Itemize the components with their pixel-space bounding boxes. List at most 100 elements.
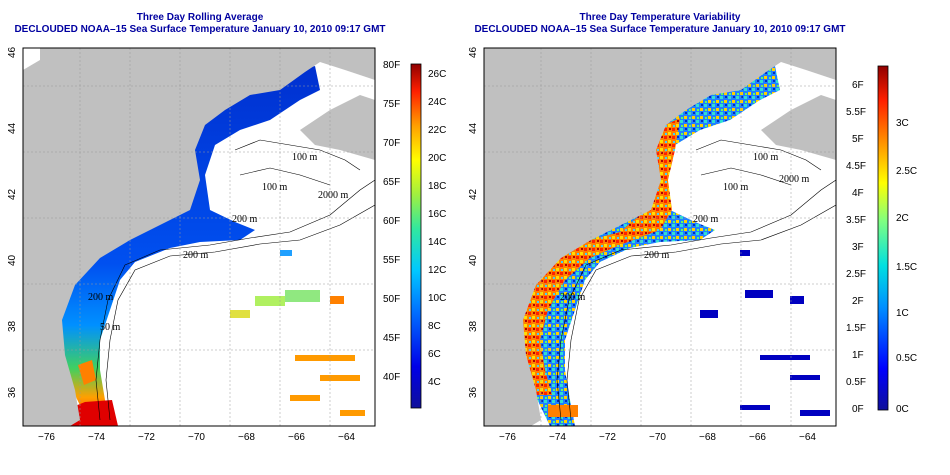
right-x-axis: −76 −74 −72 −70 −68 −66 −64 <box>499 432 816 443</box>
colorbar-c-label: 2C <box>896 213 909 224</box>
colorbar-c-label: 0.5C <box>896 353 917 364</box>
y-tick-label: 36 <box>7 386 18 398</box>
colorbar-f-label: 1.5F <box>846 323 866 334</box>
right-colorbar <box>877 65 889 411</box>
y-tick-label: 36 <box>468 386 479 398</box>
y-tick-label: 44 <box>7 122 18 134</box>
colorbar-f-label: 75F <box>383 99 400 110</box>
y-tick-label: 40 <box>468 254 479 266</box>
colorbar-f-label: 4F <box>852 188 864 199</box>
left-title-line2: DECLOUDED NOAA–15 Sea Surface Temperatur… <box>14 24 386 35</box>
left-contour-label: 2000 m <box>318 190 349 201</box>
colorbar-f-label: 80F <box>383 60 400 71</box>
left-colorbar-f-labels: 40F 45F 50F 55F 60F 65F 70F 75F 80F <box>383 60 400 383</box>
colorbar-f-label: 3F <box>852 242 864 253</box>
x-tick-label: −66 <box>288 432 305 443</box>
left-contour-label: 200 m <box>232 214 258 225</box>
left-title-line1: Three Day Rolling Average <box>136 12 264 23</box>
colorbar-f-label: 4.5F <box>846 161 866 172</box>
left-colorbar-c-labels: 4C 6C 8C 10C 12C 14C 16C 18C 20C 22C 24C… <box>428 69 446 388</box>
colorbar-f-label: 55F <box>383 255 400 266</box>
left-map-frame <box>22 47 376 427</box>
x-tick-label: −68 <box>699 432 716 443</box>
right-land <box>484 48 836 426</box>
y-tick-label: 42 <box>468 188 479 200</box>
right-contour-label: 100 m <box>723 182 749 193</box>
colorbar-c-label: 4C <box>428 377 441 388</box>
right-y-axis: 36 38 40 42 44 46 <box>468 46 479 398</box>
right-offshore-patches <box>548 250 830 417</box>
left-contours <box>95 139 375 421</box>
colorbar-c-label: 12C <box>428 265 446 276</box>
right-title-line2: DECLOUDED NOAA–15 Sea Surface Temperatur… <box>474 24 846 35</box>
colorbar-c-label: 0C <box>896 404 909 415</box>
right-contour-label: 2000 m <box>779 174 810 185</box>
y-tick-label: 42 <box>7 188 18 200</box>
colorbar-f-label: 2F <box>852 296 864 307</box>
colorbar-f-label: 70F <box>383 138 400 149</box>
left-contour-label: 50 m <box>100 322 121 333</box>
colorbar-f-label: 0F <box>852 404 864 415</box>
right-colorbar-f-labels: 0F 0.5F 1F 1.5F 2F 2.5F 3F 3.5F 4F 4.5F … <box>846 80 866 415</box>
right-map-frame <box>483 47 837 427</box>
y-tick-label: 40 <box>7 254 18 266</box>
right-contour-label: 200 m <box>693 214 719 225</box>
left-contour-label: 100 m <box>262 182 288 193</box>
right-grid <box>484 48 836 426</box>
colorbar-c-label: 1.5C <box>896 262 917 273</box>
colorbar-c-label: 14C <box>428 237 446 248</box>
colorbar-c-label: 18C <box>428 181 446 192</box>
x-tick-label: −70 <box>188 432 205 443</box>
right-contour-label: 200 m <box>644 250 670 261</box>
colorbar-c-label: 2.5C <box>896 166 917 177</box>
x-tick-label: −76 <box>38 432 55 443</box>
colorbar-f-label: 5.5F <box>846 107 866 118</box>
x-tick-label: −76 <box>499 432 516 443</box>
colorbar-c-label: 22C <box>428 125 446 136</box>
colorbar-f-label: 3.5F <box>846 215 866 226</box>
colorbar-f-label: 65F <box>383 177 400 188</box>
colorbar-c-label: 10C <box>428 293 446 304</box>
x-tick-label: −64 <box>338 432 355 443</box>
left-contour-label: 200 m <box>88 292 114 303</box>
left-map <box>23 48 375 426</box>
colorbar-c-label: 16C <box>428 209 446 220</box>
colorbar-f-label: 60F <box>383 216 400 227</box>
x-tick-label: −74 <box>88 432 105 443</box>
colorbar-f-label: 40F <box>383 372 400 383</box>
right-colorbar-c-labels: 0C 0.5C 1C 1.5C 2C 2.5C 3C <box>896 118 917 415</box>
x-tick-label: −70 <box>649 432 666 443</box>
y-tick-label: 46 <box>7 46 18 58</box>
right-contour-label: 100 m <box>753 152 779 163</box>
y-tick-label: 44 <box>468 122 479 134</box>
x-tick-label: −72 <box>599 432 616 443</box>
colorbar-c-label: 26C <box>428 69 446 80</box>
right-high-variability <box>518 118 680 395</box>
left-grid <box>23 48 375 426</box>
colorbar-c-label: 20C <box>428 153 446 164</box>
colorbar-c-label: 1C <box>896 308 909 319</box>
x-tick-label: −74 <box>549 432 566 443</box>
x-tick-label: −72 <box>138 432 155 443</box>
left-x-axis: −76 −74 −72 −70 −68 −66 −64 <box>38 432 355 443</box>
x-tick-label: −68 <box>238 432 255 443</box>
left-y-axis: 36 38 40 42 44 46 <box>7 46 18 398</box>
x-tick-label: −64 <box>799 432 816 443</box>
right-map <box>484 48 836 426</box>
right-contours <box>556 139 836 421</box>
colorbar-f-label: 45F <box>383 333 400 344</box>
y-tick-label: 46 <box>468 46 479 58</box>
colorbar-f-label: 5F <box>852 134 864 145</box>
colorbar-f-label: 1F <box>852 350 864 361</box>
colorbar-c-label: 3C <box>896 118 909 129</box>
left-colorbar <box>410 63 422 409</box>
x-tick-label: −66 <box>749 432 766 443</box>
left-offshore-patches <box>230 250 365 416</box>
left-land <box>23 48 375 426</box>
y-tick-label: 38 <box>7 320 18 332</box>
colorbar-c-label: 24C <box>428 97 446 108</box>
colorbar-c-label: 6C <box>428 349 441 360</box>
y-tick-label: 38 <box>468 320 479 332</box>
colorbar-c-label: 8C <box>428 321 441 332</box>
